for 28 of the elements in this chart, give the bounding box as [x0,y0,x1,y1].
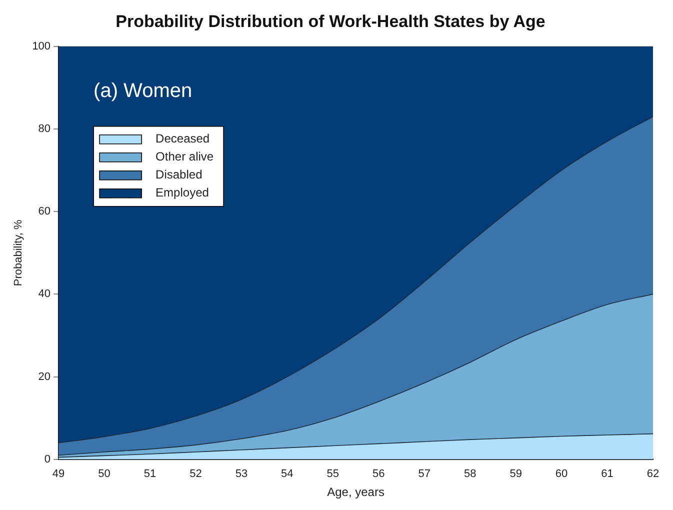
x-tick-label: 50 [98,468,110,480]
legend-label: Other alive [156,150,214,164]
chart-title: Probability Distribution of Work-Health States by Age [116,12,546,31]
y-axis-title: Probability, % [12,219,25,286]
y-tick-label: 60 [38,206,51,218]
legend-label: Employed [156,186,209,200]
x-tick-label: 62 [646,468,660,480]
x-tick-label: 58 [464,468,476,480]
annotation: (a) Women [94,80,192,102]
y-tick-label: 40 [38,288,51,300]
y-tick-label: 80 [38,123,51,136]
x-tick-label: 60 [555,468,568,480]
x-tick-label: 49 [52,468,65,480]
y-tick-label: 0 [44,453,51,466]
x-tick-label: 55 [326,468,340,480]
legend-label: Disabled [156,168,202,182]
x-tick-label: 51 [144,468,156,480]
x-tick-label: 57 [418,468,430,480]
x-tick-label: 54 [281,468,294,480]
y-tick-label: 20 [38,370,51,383]
legend-label: Deceased [156,132,210,146]
x-tick-label: 56 [372,468,385,480]
x-tick-label: 53 [235,468,248,480]
x-tick-label: 52 [190,468,202,480]
x-tick-label: 61 [601,468,614,480]
y-tick-label: 100 [32,40,51,52]
x-tick-label: 59 [510,468,522,480]
x-axis-title: Age, years [327,485,384,500]
